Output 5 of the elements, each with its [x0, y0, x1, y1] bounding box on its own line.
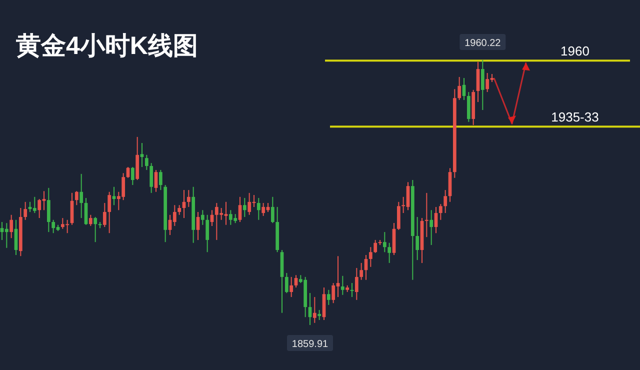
annotation: 1859.91: [292, 339, 329, 350]
ref-line-label: 1935-33: [551, 110, 599, 125]
annotation: 1859.91: [287, 335, 333, 351]
title: 黄金4小时K线图: [16, 32, 198, 60]
ref-line-label: 1960: [560, 44, 590, 59]
